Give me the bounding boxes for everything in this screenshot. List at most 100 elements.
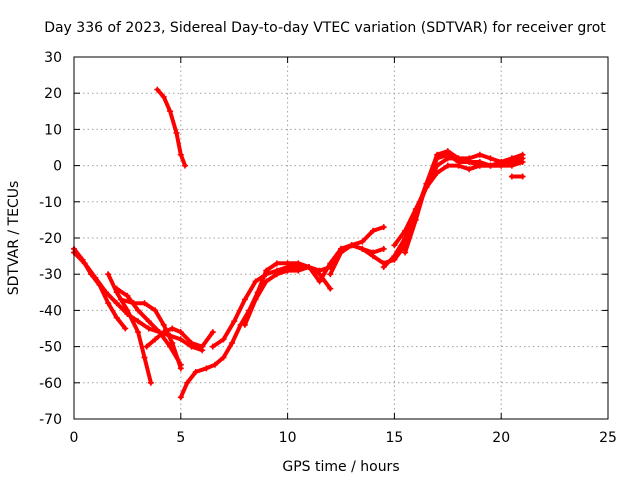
y-axis-label: SDTVAR / TECUs — [6, 181, 22, 296]
data-point — [519, 151, 526, 158]
x-tick-label: 5 — [176, 430, 185, 446]
x-axis-label: GPS time / hours — [282, 459, 399, 475]
y-tick-label: -40 — [39, 303, 62, 319]
data-point — [380, 245, 387, 252]
data-point — [145, 318, 152, 325]
data-point — [173, 130, 180, 137]
x-tick-label: 10 — [279, 430, 297, 446]
data-point — [338, 249, 344, 256]
data-point — [476, 151, 483, 158]
data-point — [177, 394, 184, 401]
x-tick-label: 25 — [599, 430, 617, 446]
data-point — [316, 267, 323, 274]
data-point — [209, 343, 216, 350]
data-point — [263, 271, 270, 278]
data-point — [160, 93, 167, 100]
data-point — [434, 169, 441, 176]
data-point — [145, 325, 152, 332]
data-point — [209, 329, 216, 336]
y-tick-label: -20 — [39, 231, 62, 247]
data-point — [143, 343, 150, 350]
y-tick-label: 30 — [44, 50, 62, 66]
data-point — [141, 300, 148, 307]
data-point — [113, 285, 120, 292]
x-tick-label: 0 — [70, 430, 79, 446]
data-point — [444, 162, 451, 169]
y-tick-label: 0 — [53, 159, 62, 175]
data-point — [455, 155, 462, 162]
data-point — [402, 235, 409, 241]
data-point — [96, 282, 103, 289]
data-point — [177, 151, 184, 158]
data-point — [169, 325, 176, 332]
data-point — [476, 162, 483, 169]
data-point — [487, 162, 494, 169]
data-point — [359, 238, 366, 245]
data-point — [487, 155, 494, 162]
series-arc-10 — [242, 152, 525, 327]
data-point — [130, 300, 137, 307]
data-point — [327, 285, 334, 292]
data-point — [423, 180, 430, 187]
data-point — [455, 162, 462, 169]
data-point — [88, 271, 95, 278]
tick-layer: 0 5 10 15 20 25 30 20 10 0 -10 -20 -30 -40 -50 -60 -70 — [39, 50, 617, 446]
data-point — [402, 227, 409, 234]
x-tick-label: 15 — [385, 430, 403, 446]
data-point — [327, 271, 334, 278]
data-point — [327, 260, 334, 267]
data-point — [252, 296, 259, 303]
data-point — [370, 253, 377, 260]
data-point — [160, 321, 167, 328]
data-point — [177, 336, 184, 343]
y-tick-label: -70 — [39, 412, 62, 428]
data-point — [370, 227, 377, 234]
data-point — [135, 329, 142, 336]
data-point — [124, 292, 131, 299]
data-point — [141, 354, 148, 361]
data-point — [135, 307, 142, 314]
data-point — [199, 343, 206, 350]
y-tick-label: -60 — [39, 376, 62, 392]
data-point — [273, 260, 280, 267]
data-point — [182, 162, 189, 169]
data-point — [220, 336, 227, 343]
data-point — [152, 307, 159, 314]
x-tick-label: 20 — [492, 430, 510, 446]
data-point — [508, 173, 515, 180]
y-tick-label: -50 — [39, 340, 62, 356]
y-tick-label: -30 — [39, 267, 62, 283]
data-point — [263, 278, 270, 285]
data-point — [231, 318, 238, 325]
data-point — [229, 339, 236, 346]
data-point — [252, 278, 259, 285]
data-point — [402, 249, 409, 256]
chart-title: Day 336 of 2023, Sidereal Day-to-day VTE… — [44, 20, 606, 36]
y-tick-label: -10 — [39, 195, 62, 211]
data-point — [160, 329, 167, 336]
data-point — [241, 296, 248, 303]
data-point — [124, 307, 131, 314]
data-point — [380, 224, 387, 231]
data-point — [434, 151, 441, 158]
data-point — [508, 162, 515, 169]
data-point — [192, 368, 199, 375]
grid-layer — [74, 57, 608, 419]
data-point — [79, 256, 86, 263]
data-point — [466, 166, 473, 173]
data-point — [519, 173, 526, 180]
data-point — [135, 318, 142, 325]
data-point — [412, 216, 419, 223]
data-point — [359, 245, 366, 252]
data-point — [154, 86, 161, 93]
y-tick-label: 20 — [44, 86, 62, 102]
data-point — [188, 339, 195, 346]
data-point — [105, 271, 112, 278]
data-point — [508, 155, 515, 162]
data-point — [519, 158, 526, 165]
data-point — [105, 300, 112, 307]
data-point — [152, 336, 159, 343]
data-point — [169, 339, 176, 346]
data-point — [117, 296, 124, 303]
data-point — [380, 263, 387, 270]
